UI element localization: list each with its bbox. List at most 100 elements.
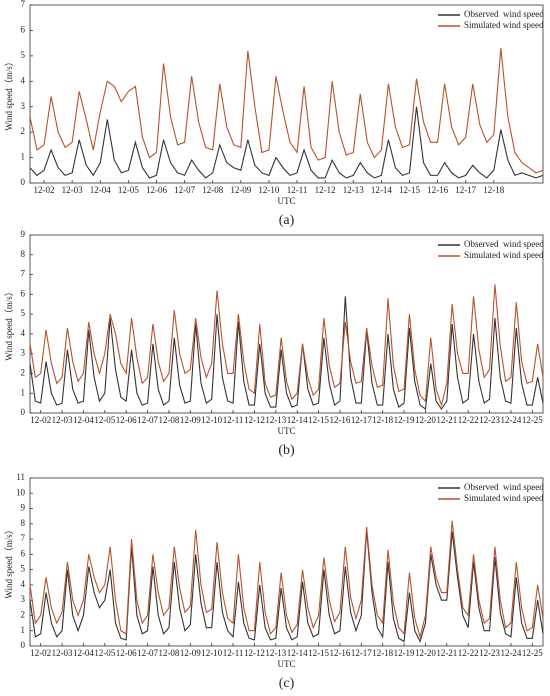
y-tick-label: 4 [21,328,26,338]
x-tick-label: 12-20 [415,415,436,425]
y-axis-label: Wind speed（m/s） [4,525,14,598]
y-tick-label: 3 [21,348,26,358]
x-tick-label: 12-03 [62,185,83,195]
x-tick-label: 12-09 [230,185,251,195]
x-tick-label: 12-24 [500,415,521,425]
x-tick-label: 12-24 [500,648,521,658]
x-tick-label: 12-10 [201,415,222,425]
x-tick-label: 12-15 [308,648,329,658]
y-tick-label: 7 [21,533,26,543]
y-tick-label: 2 [21,126,26,136]
y-axis-label: Wind speed（m/s） [4,57,14,130]
x-tick-label: 12-08 [158,415,179,425]
plot-frame [29,477,544,647]
x-tick-label: 12-17 [351,648,372,658]
data-line [29,529,544,643]
y-tick-label: 11 [16,472,25,482]
y-tick-label: 9 [21,503,26,513]
x-tick-label: 12-16 [329,648,350,658]
x-tick-label: 12-04 [90,185,111,195]
legend-label: Observed wind speed [464,482,544,492]
data-line [29,520,544,639]
x-tick-label: 12-25 [522,415,543,425]
plot-frame [29,4,544,184]
y-tick-label: 6 [21,24,26,34]
x-tick-label: 12-20 [415,648,436,658]
panel-label: (c) [279,676,295,691]
x-tick-label: 12-13 [343,185,364,195]
y-tick-label: 10 [16,487,26,497]
legend-label: Observed wind speed [464,9,544,19]
y-tick-label: 4 [21,75,26,85]
y-tick-label: 8 [21,518,26,528]
x-tick-label: 12-13 [265,648,286,658]
chart: 0 1 2 3 4 5 6 7 12-02 12-03 12-04 12-05 12-06 12-07 12… [4,0,544,228]
y-tick-label: 7 [21,269,26,279]
x-axis-label: UTC [278,196,296,206]
x-tick-label: 12-13 [265,415,286,425]
data-line [29,296,544,411]
x-tick-label: 12-16 [427,185,448,195]
x-tick-label: 12-17 [455,185,476,195]
x-tick-label: 12-06 [116,415,137,425]
x-tick-label: 12-04 [73,415,94,425]
x-tick-label: 12-12 [244,415,265,425]
data-line [29,106,544,179]
x-tick-label: 12-23 [479,415,500,425]
x-tick-label: 12-18 [372,415,393,425]
data-line [29,284,544,408]
x-tick-label: 12-08 [202,185,223,195]
y-tick-label: 6 [21,548,26,558]
y-tick-label: 8 [21,249,26,259]
x-tick-label: 12-08 [158,648,179,658]
y-tick-label: 9 [21,229,26,239]
x-tick-label: 12-07 [137,415,158,425]
legend-label: Observed wind speed [464,239,544,249]
y-tick-label: 0 [21,640,26,650]
y-tick-label: 6 [21,288,26,298]
x-tick-label: 12-02 [34,185,55,195]
x-tick-label: 12-17 [351,415,372,425]
x-tick-label: 12-04 [73,648,94,658]
y-tick-label: 2 [21,368,26,378]
x-tick-label: 12-06 [146,185,167,195]
x-tick-label: 12-21 [436,415,457,425]
x-tick-label: 12-05 [118,185,139,195]
x-tick-label: 12-19 [394,648,415,658]
legend-label: Simulated wind speed [464,20,544,30]
x-tick-label: 12-18 [372,648,393,658]
y-tick-label: 1 [21,625,26,635]
x-tick-label: 12-11 [287,185,308,195]
x-tick-label: 12-02 [30,415,51,425]
x-tick-label: 12-14 [371,185,392,195]
x-tick-label: 12-23 [479,648,500,658]
x-tick-label: 12-05 [94,648,115,658]
x-tick-label: 12-06 [116,648,137,658]
x-tick-label: 12-03 [52,648,73,658]
panel-label: (b) [278,443,295,458]
x-tick-label: 12-11 [223,415,244,425]
x-tick-label: 12-14 [287,648,308,658]
x-tick-label: 12-02 [30,648,51,658]
x-tick-label: 12-03 [52,415,73,425]
y-tick-label: 7 [21,0,26,9]
x-tick-label: 12-16 [329,415,350,425]
x-tick-label: 12-19 [394,415,415,425]
x-tick-label: 12-22 [458,415,479,425]
legend-label: Simulated wind speed [464,250,544,260]
x-tick-label: 12-22 [458,648,479,658]
x-tick-label: 12-09 [180,648,201,658]
y-tick-label: 0 [21,407,26,417]
y-tick-label: 1 [21,387,26,397]
y-tick-label: 5 [21,50,26,60]
x-axis-label: UTC [278,659,296,669]
legend-label: Simulated wind speed [464,493,544,503]
y-tick-label: 1 [21,152,26,162]
x-tick-label: 12-18 [483,185,504,195]
x-tick-label: 12-07 [174,185,195,195]
x-tick-label: 12-11 [223,648,244,658]
y-tick-label: 4 [21,579,26,589]
x-tick-label: 12-25 [522,648,543,658]
y-tick-label: 0 [21,177,26,187]
